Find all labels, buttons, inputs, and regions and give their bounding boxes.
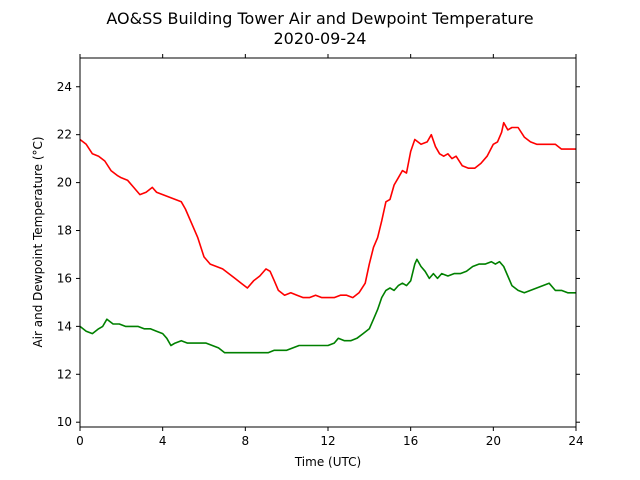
x-tick-label: 0	[76, 434, 84, 448]
y-tick-label: 16	[57, 271, 72, 285]
plot-frame	[79, 57, 577, 428]
x-tick-label: 16	[403, 434, 418, 448]
y-tick-label: 14	[57, 319, 72, 333]
x-tick-label: 8	[242, 434, 250, 448]
y-axis: 10 12 14 16 18 20 22 24	[57, 80, 580, 429]
plot-lines	[79, 121, 576, 354]
series-line-1	[79, 258, 576, 354]
x-tick-label: 24	[568, 434, 583, 448]
chart-subtitle: 2020-09-24	[274, 29, 367, 48]
x-tick-label: 4	[159, 434, 167, 448]
y-tick-label: 18	[57, 224, 72, 238]
x-tick-label: 20	[486, 434, 501, 448]
y-tick-label: 10	[57, 415, 72, 429]
y-axis-label: Air and Dewpoint Temperature (°C)	[31, 136, 45, 347]
series-line-0	[79, 121, 576, 299]
x-tick-label: 12	[320, 434, 335, 448]
y-tick-label: 22	[57, 128, 72, 142]
x-axis-label: Time (UTC)	[294, 455, 361, 469]
chart-title: AO&SS Building Tower Air and Dewpoint Te…	[106, 9, 533, 28]
y-tick-label: 12	[57, 367, 72, 381]
y-tick-label: 24	[57, 80, 72, 94]
y-tick-label: 20	[57, 176, 72, 190]
x-axis: 0 4 8 12 16 20 24	[76, 54, 584, 448]
